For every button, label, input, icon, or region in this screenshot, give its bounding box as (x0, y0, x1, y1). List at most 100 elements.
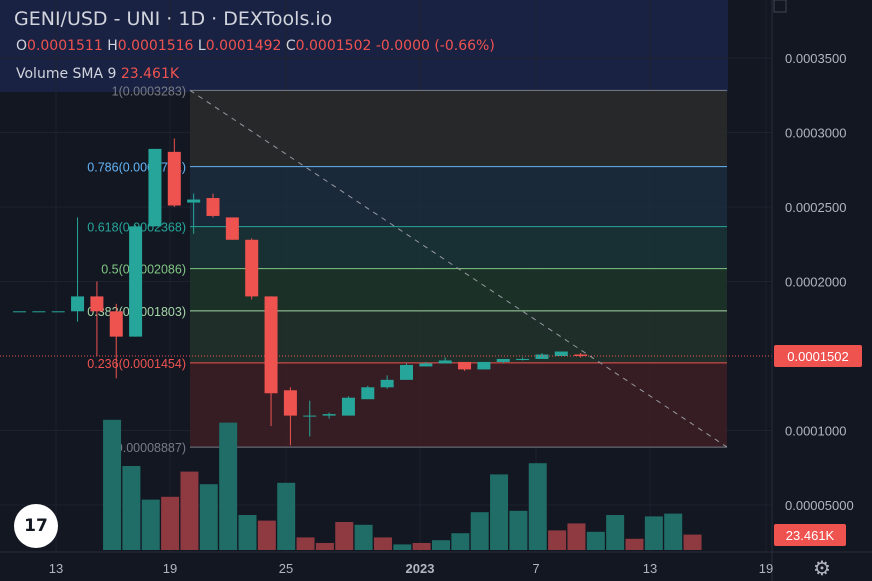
volume-bar (664, 513, 683, 550)
volume-bar (644, 516, 663, 550)
fib-level-label: 0.5(0.0002086) (101, 263, 186, 277)
candle-body (400, 364, 413, 380)
scale-toggle[interactable] (773, 0, 787, 13)
candle-body (51, 311, 65, 313)
volume-bar (625, 538, 644, 550)
candle-body (109, 311, 123, 337)
volume-bar (257, 520, 276, 550)
volume-bar (451, 533, 470, 550)
high-value: 0.0001516 (117, 38, 194, 54)
exchange: UNI (126, 8, 161, 30)
candle-body (361, 387, 375, 400)
candle-body (341, 397, 355, 416)
fib-level-label: 0.236(0.0001454) (87, 357, 186, 371)
tradingview-logo-icon[interactable]: 17 (14, 504, 58, 548)
time-axis[interactable]: 13 19 25 2023 7 13 19 (49, 561, 773, 576)
source: DEXTools.io (223, 8, 333, 30)
price-tick-label: 0.0002500 (785, 200, 846, 215)
time-tick-label: 7 (532, 561, 539, 576)
price-tick-label: 0.00005000 (785, 498, 854, 513)
fib-zone (190, 268, 727, 311)
candle-body (303, 415, 317, 417)
price-badge-text: 0.0001502 (787, 349, 848, 364)
fib-zone (190, 226, 727, 269)
ohlc-legend: O0.0001511 H0.0001516 L0.0001492 C0.0001… (16, 38, 495, 54)
time-tick-label: 19 (163, 561, 177, 576)
time-tick-label: 13 (49, 561, 63, 576)
open-value: 0.0001511 (27, 38, 103, 54)
fib-level-label: 1(0.0003283) (112, 84, 186, 98)
volume-bar (199, 484, 218, 550)
volume-bar (161, 496, 180, 550)
volume-bar (470, 512, 489, 550)
volume-bar (335, 522, 354, 550)
price-tick-label: 0.0001000 (785, 424, 846, 439)
fib-zone (190, 166, 727, 227)
volume-bar (103, 419, 122, 550)
candle-body (438, 360, 452, 364)
gear-icon[interactable]: ⚙ (813, 558, 831, 580)
price-badge (774, 345, 862, 367)
volume-bar (219, 422, 238, 550)
volume-badge (774, 524, 846, 546)
candle-body (458, 361, 472, 370)
volume-bar (412, 543, 431, 550)
volume-bar (180, 471, 199, 550)
candle-body (129, 226, 143, 337)
candle-body (264, 296, 278, 394)
price-tick-label: 0.0002000 (785, 275, 846, 290)
volume-bar (432, 540, 450, 550)
candle-body (13, 311, 26, 313)
volume-bar (528, 463, 547, 550)
volume-bar (509, 510, 528, 550)
volume-bar (548, 530, 567, 550)
volume-bar (277, 482, 296, 550)
interval[interactable]: 1D (178, 8, 206, 30)
volume-bar (315, 543, 334, 550)
candle-body (477, 361, 491, 370)
volume-bar (354, 524, 373, 550)
candle-body (90, 296, 104, 312)
price-axis[interactable]: 0.0003500 0.0003000 0.0002500 0.0002000 0.00… (785, 51, 854, 513)
volume-badge-text: 23.461K (786, 528, 835, 543)
volume-bar (373, 537, 392, 550)
fib-level-label: 0(0.00008887) (105, 441, 186, 455)
candle-body (245, 239, 259, 297)
fib-top-band (0, 0, 728, 92)
candle-body (148, 148, 162, 227)
volume-bar (683, 534, 702, 550)
time-tick-label: 2023 (406, 561, 435, 576)
volume-legend[interactable]: Volume SMA 9 23.461K (16, 66, 179, 82)
volume-bar (296, 537, 315, 550)
volume-bar (606, 515, 625, 550)
volume-bar (141, 499, 160, 550)
candle-body (419, 363, 433, 367)
time-tick-label: 13 (643, 561, 657, 576)
fib-retracement[interactable]: 1(0.0003283)0.786(0.0002771)0.618(0.0002… (87, 84, 728, 455)
fib-zone (190, 90, 727, 167)
low-value: 0.0001492 (205, 38, 282, 54)
volume-indicator-label: Volume SMA 9 (16, 66, 117, 82)
volume-bars (103, 419, 702, 550)
volume-bar (393, 544, 412, 550)
candle-body (167, 151, 181, 206)
time-tick-label: 19 (759, 561, 773, 576)
chart-title: GENI/USD - UNI · 1D · DEXTools.io (14, 8, 333, 30)
candle-body (187, 199, 201, 203)
fib-zone (190, 310, 727, 363)
change-value: -0.0000 (-0.66%) (375, 38, 495, 54)
volume-bar (238, 515, 257, 550)
candle-body (535, 354, 549, 359)
candle-body (71, 296, 85, 312)
fib-trend-line (189, 89, 728, 448)
candle-body (380, 379, 394, 388)
volume-bar (122, 466, 141, 550)
candle-body (225, 217, 239, 240)
candle-body (322, 414, 336, 416)
candle-body (554, 351, 568, 356)
candle-body (283, 390, 297, 416)
candle-body (516, 358, 530, 360)
symbol: GENI/USD (14, 8, 108, 30)
volume-bar (567, 523, 586, 550)
